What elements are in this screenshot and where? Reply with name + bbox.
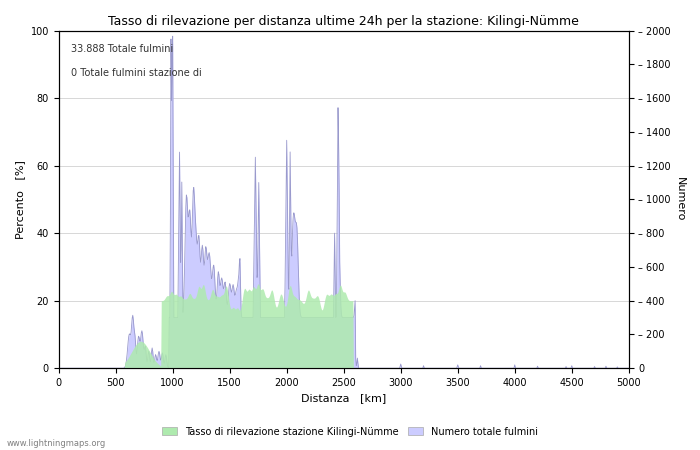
Text: www.lightningmaps.org: www.lightningmaps.org (7, 439, 106, 448)
Title: Tasso di rilevazione per distanza ultime 24h per la stazione: Kilingi-Nümme: Tasso di rilevazione per distanza ultime… (108, 15, 579, 28)
Text: 0 Totale fulmini stazione di: 0 Totale fulmini stazione di (71, 68, 202, 78)
X-axis label: Distanza   [km]: Distanza [km] (301, 393, 386, 404)
Legend: Tasso di rilevazione stazione Kilingi-Nümme, Numero totale fulmini: Tasso di rilevazione stazione Kilingi-Nü… (159, 423, 541, 441)
Y-axis label: Percento   [%]: Percento [%] (15, 160, 25, 239)
Y-axis label: Numero: Numero (675, 177, 685, 221)
Text: 33.888 Totale fulmini: 33.888 Totale fulmini (71, 44, 174, 54)
